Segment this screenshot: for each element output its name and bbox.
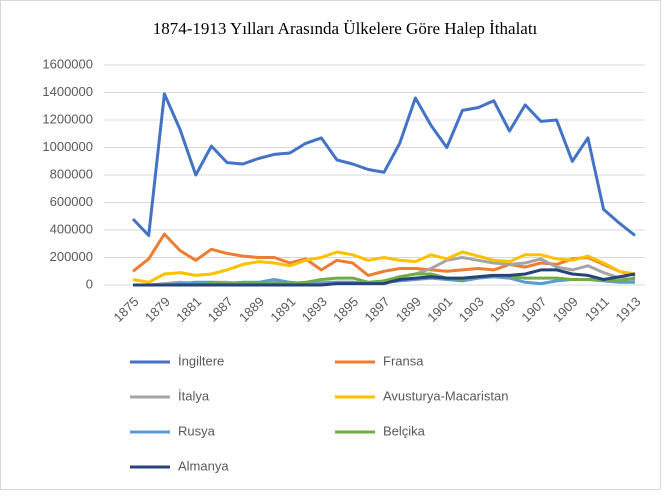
chart-title: 1874-1913 Yılları Arasında Ülkelere Göre… [153, 19, 538, 38]
y-tick-label: 1600000 [42, 56, 93, 71]
y-tick-label: 1400000 [42, 84, 93, 99]
y-tick-label: 0 [86, 276, 93, 291]
legend-label: Fransa [383, 353, 424, 368]
y-tick-label: 400000 [50, 221, 93, 236]
legend-label: Avusturya-Macaristan [383, 388, 508, 403]
legend-label: Belçika [383, 423, 426, 438]
legend-label: İtalya [178, 388, 210, 403]
y-tick-label: 800000 [50, 166, 93, 181]
legend-label: İngiltere [178, 353, 224, 368]
y-tick-label: 600000 [50, 194, 93, 209]
y-tick-label: 1000000 [42, 139, 93, 154]
y-tick-label: 200000 [50, 249, 93, 264]
legend-label: Almanya [178, 458, 229, 473]
legend-label: Rusya [178, 423, 216, 438]
y-tick-label: 1200000 [42, 111, 93, 126]
series-line [131, 92, 636, 237]
series-line [132, 250, 636, 284]
series-line [133, 268, 636, 287]
